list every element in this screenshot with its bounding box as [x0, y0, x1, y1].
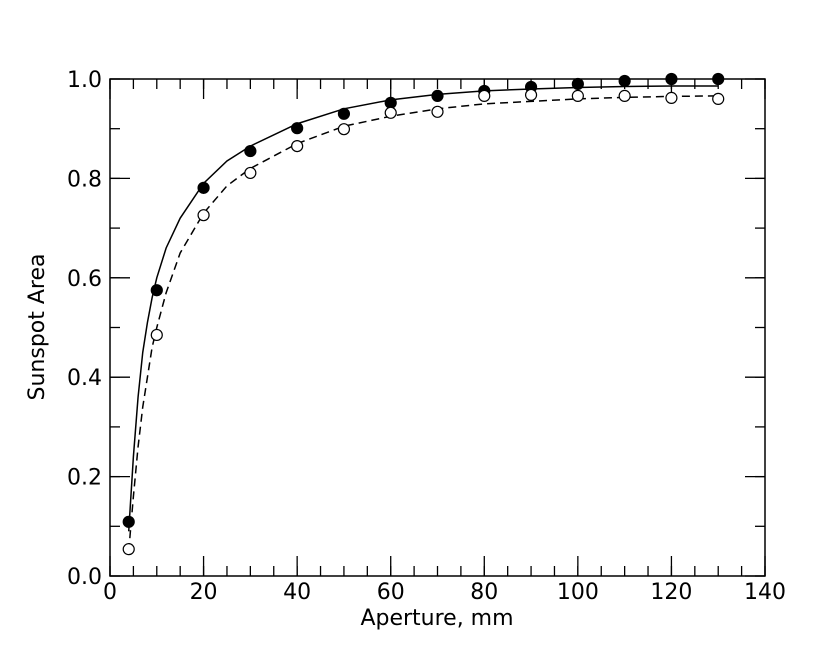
data-point: [478, 89, 491, 102]
data-point: [665, 72, 678, 86]
data-point: [150, 284, 163, 297]
fit-line: [127, 95, 719, 552]
x-tick-label: 100: [557, 580, 599, 605]
y-tick-label: 0.4: [67, 366, 102, 391]
data-point: [291, 139, 304, 153]
x-tick-label: 120: [650, 580, 692, 605]
y-tick-label: 0.6: [67, 267, 102, 292]
y-axis-label: Sunspot Area: [25, 254, 50, 401]
data-point: [384, 106, 397, 119]
data-point: [337, 123, 351, 136]
data-point: [712, 72, 725, 86]
data-point: [291, 122, 304, 135]
y-tick-label: 0.0: [67, 565, 102, 590]
x-tick-label: 60: [377, 580, 405, 605]
plot-frame: [109, 78, 766, 577]
data-point: [244, 144, 257, 158]
data-point: [150, 328, 163, 342]
data-point: [122, 543, 135, 556]
data-point: [524, 88, 538, 102]
x-tick-label: 0: [103, 580, 117, 605]
x-tick-label: 140: [744, 580, 786, 605]
data-point: [197, 209, 210, 222]
data-point: [665, 91, 678, 104]
y-tick-label: 0.8: [67, 167, 102, 192]
data-point: [197, 181, 210, 194]
data-point: [618, 74, 631, 88]
y-tick-label: 1.0: [67, 68, 102, 93]
data-point: [122, 515, 135, 528]
x-tick-label: 40: [283, 580, 311, 605]
data-point: [571, 77, 584, 91]
y-tick-label: 0.2: [67, 466, 102, 491]
data-point: [431, 105, 444, 118]
data-point: [571, 89, 584, 102]
fit-line: [127, 85, 719, 532]
data-point: [618, 89, 631, 102]
data-point: [244, 166, 257, 180]
x-tick-label: 80: [470, 580, 498, 605]
data-point: [712, 92, 725, 105]
data-point: [337, 107, 351, 120]
x-axis-label: Aperture, mm: [360, 606, 513, 631]
data-point: [431, 89, 444, 102]
x-tick-label: 20: [190, 580, 218, 605]
